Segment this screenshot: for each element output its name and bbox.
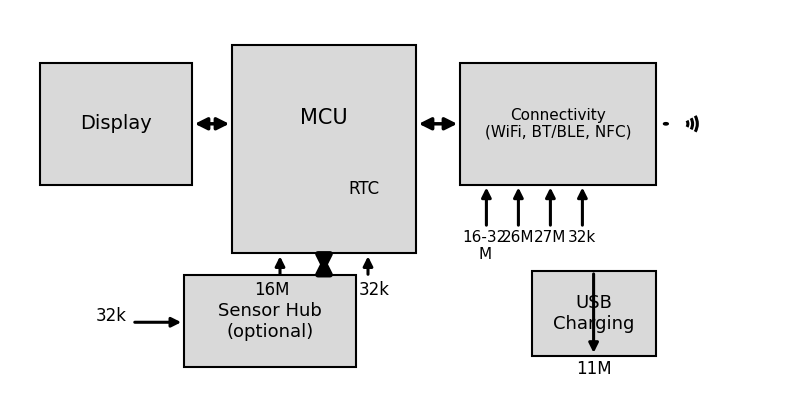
Circle shape [663,123,668,125]
Text: 32k: 32k [95,307,126,325]
Text: 11M: 11M [576,360,611,378]
Text: RTC: RTC [349,180,379,198]
Text: Sensor Hub
(optional): Sensor Hub (optional) [218,302,322,341]
Text: MCU: MCU [300,108,348,128]
Text: Connectivity
(WiFi, BT/BLE, NFC): Connectivity (WiFi, BT/BLE, NFC) [485,108,631,140]
Text: 16M: 16M [254,281,290,299]
Bar [184,275,356,367]
Bar [40,63,192,185]
Text: USB
Charging: USB Charging [554,294,634,333]
Text: 32k: 32k [359,281,390,299]
Text: 16-32
M: 16-32 M [462,230,507,262]
Bar [232,45,416,253]
Bar [460,63,656,185]
Bar [532,271,656,356]
Text: Display: Display [80,114,152,133]
Text: 26M: 26M [502,230,534,245]
Text: 32k: 32k [568,230,597,245]
Text: 27M: 27M [534,230,566,245]
